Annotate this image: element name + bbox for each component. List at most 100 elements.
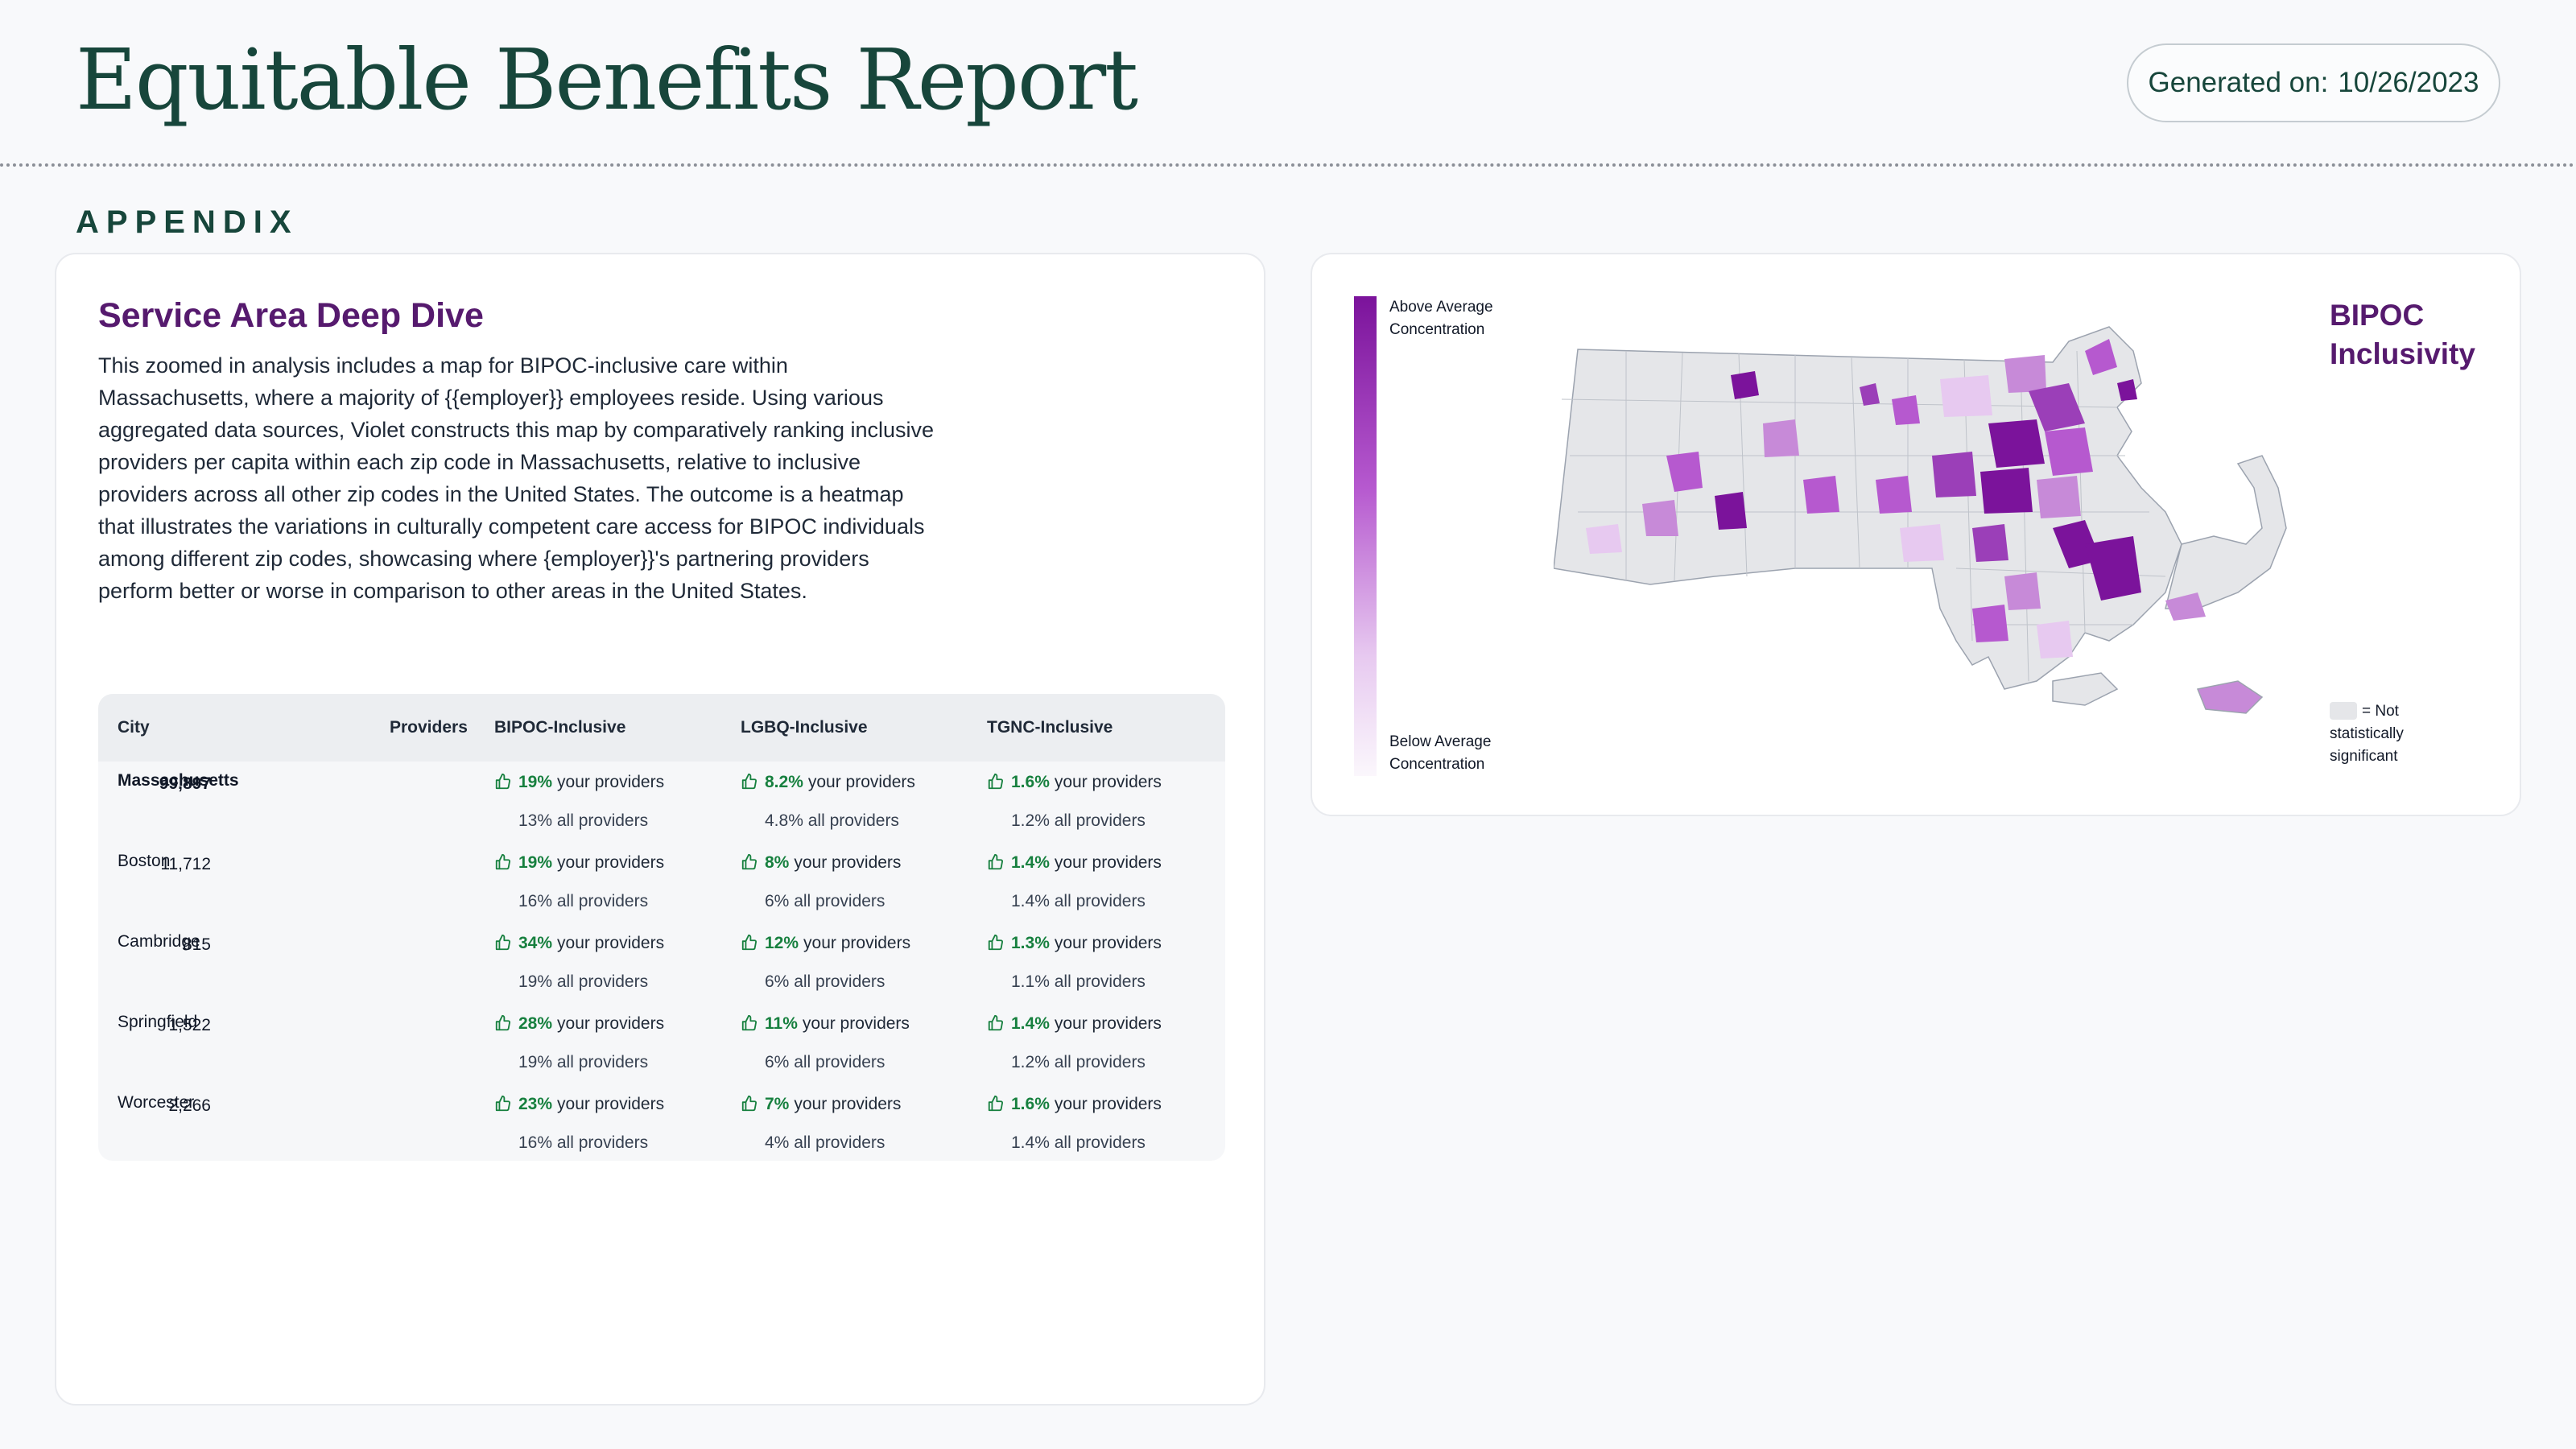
legend-above-average: Above Average Concentration xyxy=(1389,296,1493,341)
city-table: City Providers BIPOC-Inclusive LGBQ-Incl… xyxy=(98,694,1225,1161)
bipoc-your-stat: 23% your providers xyxy=(494,1095,664,1114)
all-providers-suffix: all providers xyxy=(1054,972,1146,991)
thumbs-up-icon xyxy=(494,853,518,872)
your-providers-suffix: your providers xyxy=(1054,934,1162,952)
bipoc-your-stat: 19% your providers xyxy=(494,773,664,792)
thumbs-up-icon xyxy=(741,773,765,791)
tgnc-all-pct: 1.2% xyxy=(1011,1053,1050,1071)
ns-line1: = Not xyxy=(2362,703,2399,720)
tgnc-your-stat: 1.4% your providers xyxy=(987,1014,1162,1034)
bipoc-your-pct: 19% xyxy=(518,773,553,791)
row-providers: 1,522 xyxy=(168,1016,211,1034)
deep-dive-title: Service Area Deep Dive xyxy=(98,296,484,335)
all-providers-suffix: all providers xyxy=(794,1053,886,1071)
bipoc-your-pct: 23% xyxy=(518,1095,553,1113)
bipoc-all-stat: 16% all providers xyxy=(518,892,648,911)
tgnc-all-stat: 1.4% all providers xyxy=(1011,892,1146,911)
your-providers-suffix: your providers xyxy=(807,773,915,791)
thumbs-up-icon xyxy=(987,1095,1011,1113)
all-providers-suffix: all providers xyxy=(556,972,649,991)
your-providers-suffix: your providers xyxy=(1054,773,1162,791)
all-providers-suffix: all providers xyxy=(794,972,886,991)
tgnc-all-stat: 1.1% all providers xyxy=(1011,972,1146,992)
lgbq-your-stat: 8% your providers xyxy=(741,853,901,873)
header-city: City xyxy=(118,718,150,737)
lgbq-all-pct: 6% xyxy=(765,972,790,991)
row-providers: 99,897 xyxy=(159,774,211,793)
tgnc-your-pct: 1.3% xyxy=(1011,934,1050,952)
lgbq-all-stat: 6% all providers xyxy=(765,972,885,992)
tgnc-all-pct: 1.4% xyxy=(1011,892,1050,910)
bipoc-your-pct: 34% xyxy=(518,934,553,952)
generated-date-badge: Generated on: 10/26/2023 xyxy=(2127,43,2500,122)
tgnc-your-pct: 1.6% xyxy=(1011,1095,1050,1113)
bipoc-all-pct: 13% xyxy=(518,811,553,830)
all-providers-suffix: all providers xyxy=(556,892,649,910)
your-providers-suffix: your providers xyxy=(557,1095,665,1113)
bipoc-all-pct: 19% xyxy=(518,1053,553,1071)
legend-gradient-bar xyxy=(1354,296,1377,776)
deep-dive-card: Service Area Deep Dive This zoomed in an… xyxy=(55,253,1265,1406)
lgbq-all-stat: 6% all providers xyxy=(765,892,885,911)
lgbq-your-pct: 12% xyxy=(765,934,799,952)
cape-cod xyxy=(2165,455,2287,609)
thumbs-up-icon xyxy=(987,773,1011,791)
lgbq-all-pct: 6% xyxy=(765,892,790,910)
not-significant-swatch xyxy=(2330,702,2357,720)
table-row: Cambridge 815 34% your providers 19% all pro… xyxy=(98,923,1225,1003)
lgbq-all-stat: 4.8% all providers xyxy=(765,811,899,831)
header-providers: Providers xyxy=(390,718,468,737)
section-label: APPENDIX xyxy=(76,204,299,240)
tgnc-all-pct: 1.4% xyxy=(1011,1133,1050,1152)
nantucket xyxy=(2196,680,2264,714)
bipoc-all-stat: 16% all providers xyxy=(518,1133,648,1153)
table-row: Springfield 1,522 28% your providers 19% all… xyxy=(98,1003,1225,1084)
not-significant-label: = Not statistically significant xyxy=(2330,700,2442,768)
all-providers-suffix: all providers xyxy=(556,1053,649,1071)
lgbq-all-pct: 4.8% xyxy=(765,811,803,830)
tgnc-all-pct: 1.2% xyxy=(1011,811,1050,830)
all-providers-suffix: all providers xyxy=(794,892,886,910)
lgbq-all-stat: 4% all providers xyxy=(765,1133,885,1153)
tgnc-your-stat: 1.6% your providers xyxy=(987,1095,1162,1114)
your-providers-suffix: your providers xyxy=(557,934,665,952)
thumbs-up-icon xyxy=(987,934,1011,952)
bipoc-your-stat: 19% your providers xyxy=(494,853,664,873)
thumbs-up-icon xyxy=(987,1014,1011,1033)
table-row: Boston 11,712 19% your providers 16% all pro… xyxy=(98,842,1225,923)
thumbs-up-icon xyxy=(494,1095,518,1113)
bipoc-your-pct: 28% xyxy=(518,1014,553,1033)
lgbq-your-stat: 7% your providers xyxy=(741,1095,901,1114)
bipoc-your-pct: 19% xyxy=(518,853,553,872)
thumbs-up-icon xyxy=(741,934,765,952)
legend-below-average: Below Average Concentration xyxy=(1389,731,1491,776)
report-title: Equitable Benefits Report xyxy=(76,31,1138,129)
tgnc-your-pct: 1.6% xyxy=(1011,773,1050,791)
all-providers-suffix: all providers xyxy=(1054,1133,1146,1152)
all-providers-suffix: all providers xyxy=(1054,892,1146,910)
table-header: City Providers BIPOC-Inclusive LGBQ-Incl… xyxy=(98,694,1225,762)
your-providers-suffix: your providers xyxy=(794,853,902,872)
tgnc-all-stat: 1.4% all providers xyxy=(1011,1133,1146,1153)
header-tgnc: TGNC-Inclusive xyxy=(987,718,1113,737)
tgnc-your-stat: 1.4% your providers xyxy=(987,853,1162,873)
thumbs-up-icon xyxy=(494,1014,518,1033)
thumbs-up-icon xyxy=(741,1095,765,1113)
table-row: Massachusetts 99,897 19% your providers 13% … xyxy=(98,762,1225,842)
map-title-line1: BIPOC xyxy=(2330,299,2425,332)
tgnc-your-pct: 1.4% xyxy=(1011,853,1050,872)
thumbs-up-icon xyxy=(741,1014,765,1033)
bipoc-all-stat: 19% all providers xyxy=(518,972,648,992)
header-divider xyxy=(0,163,2576,167)
lgbq-all-pct: 4% xyxy=(765,1133,790,1152)
your-providers-suffix: your providers xyxy=(557,773,665,791)
row-city: Springfield xyxy=(118,1013,198,1031)
your-providers-suffix: your providers xyxy=(803,934,911,952)
ns-line2: statistically xyxy=(2330,725,2404,742)
deep-dive-description: This zoomed in analysis includes a map f… xyxy=(98,353,935,603)
tgnc-all-stat: 1.2% all providers xyxy=(1011,1053,1146,1072)
bipoc-your-stat: 34% your providers xyxy=(494,934,664,953)
row-city: Boston xyxy=(118,852,171,870)
header-lgbq: LGBQ-Inclusive xyxy=(741,718,868,737)
header-bipoc: BIPOC-Inclusive xyxy=(494,718,626,737)
